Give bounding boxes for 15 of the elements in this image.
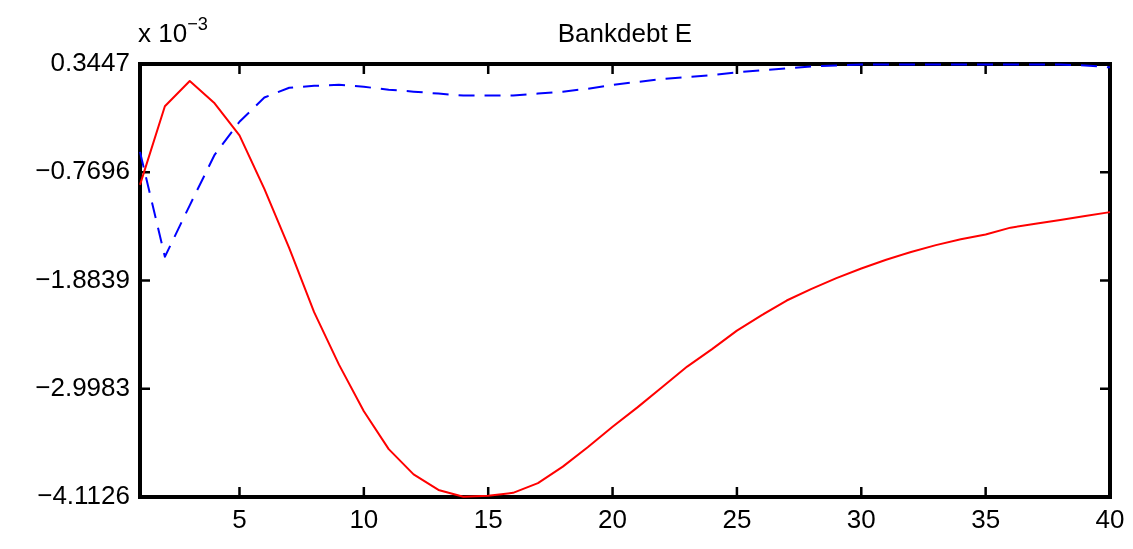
x-tick-label: 20	[598, 503, 628, 534]
line-series	[139, 63, 1111, 258]
x-tick-label: 5	[232, 503, 247, 534]
y-tick-label: 0.3447	[50, 47, 130, 78]
x-tick-label: 25	[722, 503, 752, 534]
chart-title: Bankdebt E	[557, 18, 693, 48]
x-tick-label: 10	[349, 503, 379, 534]
x-tick-label: 35	[971, 503, 1001, 534]
y-tick-label: −1.8839	[35, 263, 130, 294]
y-tick-label: −0.7696	[35, 155, 130, 186]
x-tick-label: 15	[473, 503, 503, 534]
x-tick-label: 40	[1095, 503, 1125, 534]
x-tick-label: 30	[846, 503, 876, 534]
y-tick-label: −4.1126	[37, 480, 130, 511]
y-tick-label: −2.9983	[35, 371, 130, 402]
